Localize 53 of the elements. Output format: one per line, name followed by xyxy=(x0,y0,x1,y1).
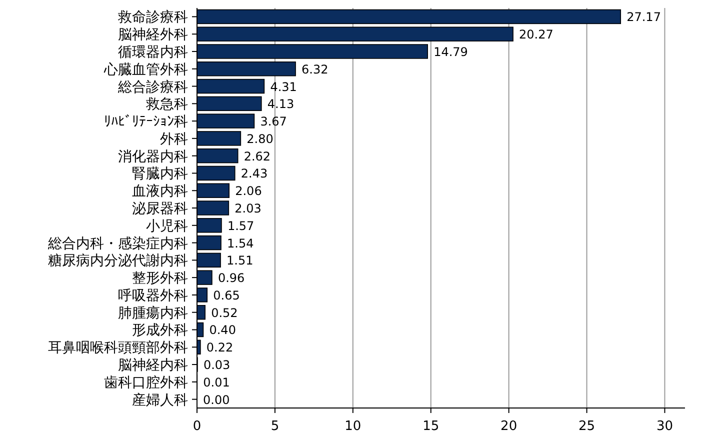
x-tick-label: 25 xyxy=(578,419,596,434)
data-label: 4.31 xyxy=(270,80,297,94)
y-tick-label: 脳神経内科 xyxy=(118,358,188,374)
y-tick-label: 歯科口腔外科 xyxy=(104,374,188,391)
y-tick-label: 血液内科 xyxy=(132,184,188,200)
x-tick-label: 0 xyxy=(192,419,202,434)
y-tick-label: 循環器内科 xyxy=(118,44,188,60)
data-label: 2.03 xyxy=(234,202,262,216)
data-label: 0.01 xyxy=(203,375,230,390)
y-tick-label: 形成外科 xyxy=(132,322,188,339)
data-label: 0.96 xyxy=(218,271,245,286)
x-tick-label: 10 xyxy=(344,419,362,434)
y-tick-label: 耳鼻咽喉科頭頸部外科 xyxy=(48,340,188,356)
data-label: 2.80 xyxy=(246,132,274,146)
data-label: 2.06 xyxy=(235,184,262,198)
y-tick-label: 産婦人科 xyxy=(132,392,188,408)
data-label: 4.13 xyxy=(267,97,294,112)
y-tick-label: 救急科 xyxy=(145,96,188,113)
data-label: 14.79 xyxy=(434,44,468,59)
y-tick-label: 外科 xyxy=(160,131,188,148)
data-label: 0.65 xyxy=(213,288,240,302)
x-tick-label: 20 xyxy=(500,419,518,434)
y-tick-label: 救命診療科 xyxy=(117,10,188,26)
y-tick-label: 脳神経外科 xyxy=(118,27,188,44)
data-label: 0.22 xyxy=(206,340,234,355)
y-tick-label: 糖尿病内分泌代謝内科 xyxy=(48,253,188,270)
y-tick-label: 整形外科 xyxy=(132,270,188,287)
y-tick-label: 呼吸器外科 xyxy=(118,288,188,304)
data-label: 1.54 xyxy=(227,236,254,250)
y-tick-label: 総合診療科 xyxy=(117,79,188,96)
x-tick-label: 15 xyxy=(422,419,440,434)
y-tick-label: 泌尿器科 xyxy=(132,201,188,217)
data-label: 2.62 xyxy=(244,149,271,164)
y-tick-label: 心臓血管外科 xyxy=(103,62,188,78)
data-label: 6.32 xyxy=(302,62,328,76)
data-label: 2.43 xyxy=(240,166,268,181)
data-label: 1.57 xyxy=(227,218,254,233)
y-tick-label: 腎臓内科 xyxy=(132,166,188,182)
data-label: 0.52 xyxy=(211,306,238,320)
data-label: 27.17 xyxy=(626,10,661,24)
data-label: 20.27 xyxy=(519,28,554,42)
data-label: 0.00 xyxy=(203,392,230,407)
y-tick-label: 消化器内科 xyxy=(118,148,188,165)
y-tick-label: 総合内科・感染症内科 xyxy=(47,236,188,252)
y-tick-label: ﾘﾊﾋﾞﾘﾃｰｼｮﾝ科 xyxy=(104,114,188,130)
y-tick-label: 小児科 xyxy=(146,218,188,234)
x-tick-label: 5 xyxy=(270,419,280,434)
data-label: 3.67 xyxy=(260,114,287,129)
data-label: 0.03 xyxy=(203,358,230,372)
data-label: 0.40 xyxy=(209,323,236,338)
y-tick-label: 肺腫瘍内科 xyxy=(118,305,188,322)
x-tick-label: 30 xyxy=(656,419,674,434)
data-label: 1.51 xyxy=(226,254,254,268)
